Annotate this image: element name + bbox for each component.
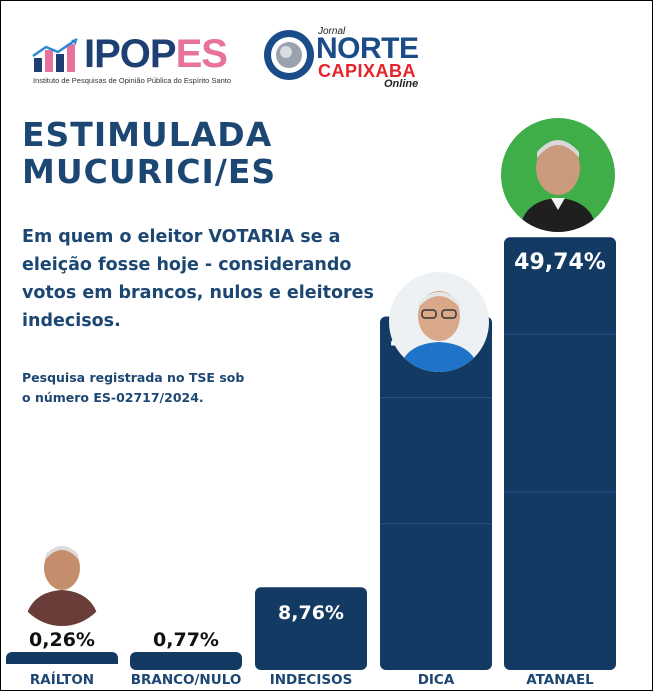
person-icon [399,291,479,372]
category-label: BRANCO/NULO [131,672,242,688]
registration-line-1: Pesquisa registrada no TSE sob [22,370,245,385]
ipopes-subtitle: Instituto de Pesquisas de Opinião Públic… [33,76,232,85]
value-label: 8,76% [278,602,344,624]
registration-note: Pesquisa registrada no TSE sob o número … [22,368,322,408]
bar-branco-nulo [130,652,242,670]
ipopes-name: IPOPES [84,32,228,76]
title-line-2: MUCURICI/ES [22,152,277,191]
jornal-label: Jornal [318,26,346,37]
bar-atanael [504,237,616,670]
photo-dica [389,272,489,372]
globe-logo-icon [264,30,314,80]
norte-label: NORTE [316,32,419,65]
title-line-1: ESTIMULADA [22,115,273,154]
bar-dica [380,316,492,670]
bar-indecisos [255,587,367,670]
capixaba-label: CAPIXABA [318,61,417,81]
norte-capixaba-logo: Jornal NORTE CAPIXABA Online [262,26,442,90]
bar-chart-logo-icon [32,38,78,72]
ipopes-logo: IPOPES Instituto de Pesquisas de Opinião… [32,30,231,90]
value-label: 0,77% [153,629,219,651]
category-label: INDECISOS [270,672,353,688]
value-label: 49,74% [514,250,606,275]
registration-line-2: o número ES-02717/2024. [22,390,204,405]
online-label: Online [384,78,419,90]
category-label: ATANAEL [526,672,594,688]
person-icon [519,140,597,232]
value-label: 0,26% [29,629,95,651]
category-label: DICA [418,672,455,688]
photo-atanael [501,118,615,232]
photo-railton [14,530,110,626]
page-title: ESTIMULADA MUCURICI/ES [22,116,276,190]
category-label: RAÍLTON [30,671,94,688]
person-icon [24,546,100,626]
poll-description: Em quem o eleitor VOTARIA se a eleição f… [22,227,374,331]
